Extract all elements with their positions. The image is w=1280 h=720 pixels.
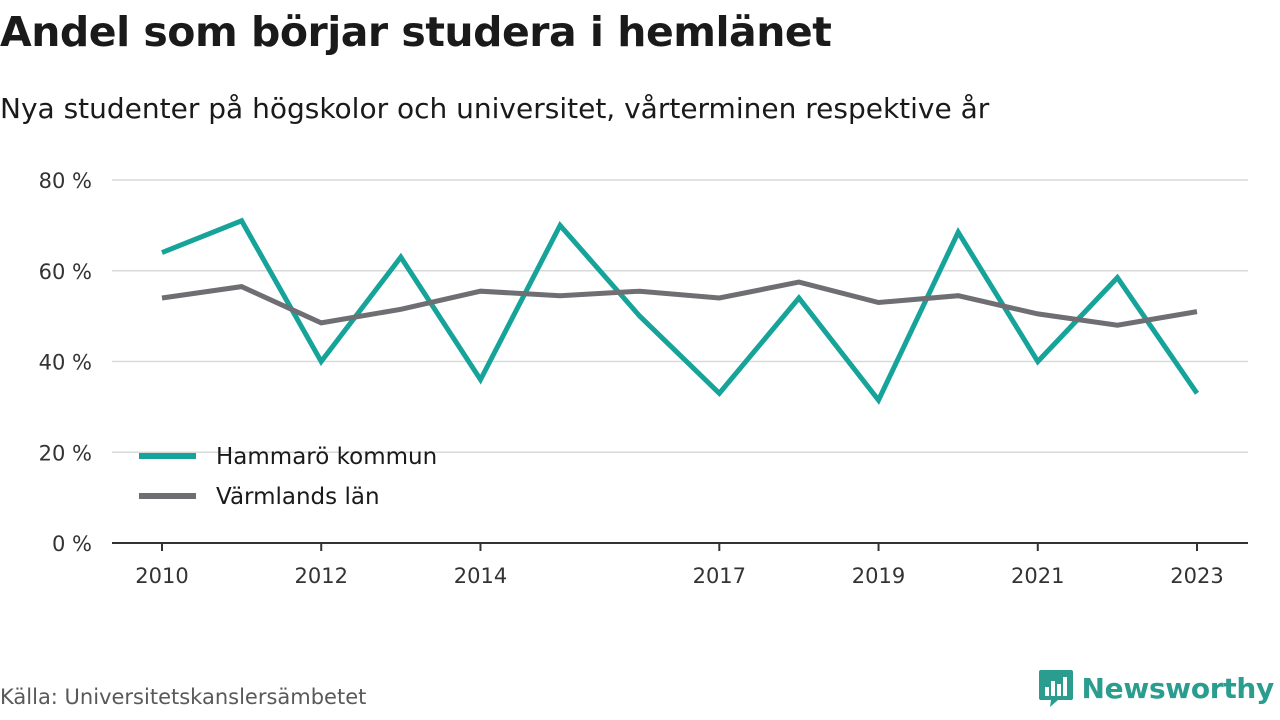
chart-title: Andel som börjar studera i hemlänet bbox=[0, 8, 832, 56]
brand-logo: Newsworthy bbox=[1038, 668, 1274, 708]
x-tick-label: 2014 bbox=[454, 564, 507, 588]
chart-subtitle: Nya studenter på högskolor och universit… bbox=[0, 92, 990, 125]
legend-label: Hammarö kommun bbox=[216, 444, 437, 470]
source-note: Källa: Universitetskanslersämbetet bbox=[0, 685, 367, 709]
bar-chart-speech-bubble-icon bbox=[1038, 670, 1073, 707]
y-tick-label: 0 % bbox=[52, 532, 92, 556]
series-lines bbox=[161, 217, 1200, 405]
legend: Hammarö kommun Värmlands län bbox=[139, 444, 437, 510]
x-tick-label: 2010 bbox=[135, 564, 188, 588]
x-tick-label: 2012 bbox=[295, 564, 348, 588]
series-line-hammaro-kommun bbox=[161, 217, 1200, 405]
y-tick-label: 80 % bbox=[39, 169, 92, 193]
y-tick-label: 20 % bbox=[39, 441, 92, 465]
y-tick-label: 40 % bbox=[39, 351, 92, 375]
x-tick-label: 2023 bbox=[1170, 564, 1223, 588]
series-line-varmlands-lan bbox=[161, 279, 1198, 328]
x-tick-label: 2019 bbox=[852, 564, 905, 588]
x-tick-label: 2017 bbox=[693, 564, 746, 588]
x-tick-label: 2021 bbox=[1011, 564, 1064, 588]
y-tick-label: 60 % bbox=[39, 260, 92, 284]
axes: 0 % 20 % 40 % 60 % 80 % 2010 2012 2014 2017 2019 2… bbox=[39, 169, 1248, 588]
legend-label: Värmlands län bbox=[216, 484, 380, 510]
gridlines bbox=[112, 179, 1248, 453]
brand-name: Newsworthy bbox=[1081, 671, 1275, 705]
